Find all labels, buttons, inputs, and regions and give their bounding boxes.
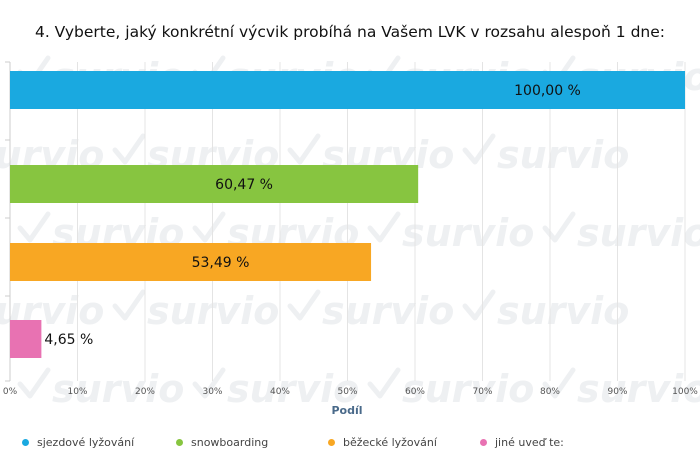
bar-0 bbox=[10, 71, 685, 109]
watermark-text: survio bbox=[402, 367, 534, 411]
x-tick-label: 30% bbox=[202, 387, 222, 397]
x-tick-label: 0% bbox=[3, 387, 18, 397]
watermark-check-icon bbox=[112, 289, 146, 321]
watermark-check-icon bbox=[287, 289, 321, 321]
x-tick-label: 10% bbox=[67, 387, 87, 397]
x-tick-label: 100% bbox=[672, 387, 698, 397]
watermark-check-icon bbox=[192, 367, 226, 399]
legend: sjezdové lyžování snowboarding běžecké lyž… bbox=[0, 436, 700, 456]
legend-label: sjezdové lyžování bbox=[37, 436, 135, 449]
grid-layer bbox=[5, 61, 686, 382]
bar-3 bbox=[10, 320, 42, 358]
watermark-text: survio bbox=[52, 367, 184, 411]
watermark-text: survio bbox=[497, 133, 629, 177]
chart-title: 4. Vyberte, jaký konkrétní výcvik probíh… bbox=[34, 23, 666, 41]
x-axis-title: Podíl bbox=[331, 404, 362, 417]
bar-2 bbox=[10, 243, 372, 281]
legend-label: snowboarding bbox=[191, 436, 269, 449]
bar-value-label-3: 4,65 % bbox=[44, 332, 93, 348]
watermark-check-icon bbox=[462, 289, 496, 321]
bar-value-label-2: 53,49 % bbox=[192, 255, 250, 271]
legend-label: jiné uveď te: bbox=[495, 436, 564, 449]
bars-layer bbox=[10, 71, 685, 358]
legend-dot-icon bbox=[176, 439, 183, 446]
x-tick-label: 80% bbox=[540, 387, 560, 397]
legend-item-0[interactable]: sjezdové lyžování bbox=[22, 436, 134, 449]
x-tick-label: 40% bbox=[270, 387, 290, 397]
watermark-check-icon bbox=[192, 211, 226, 243]
x-tick-label: 60% bbox=[405, 387, 425, 397]
watermark-text: survio bbox=[227, 367, 359, 411]
x-tick-label: 90% bbox=[607, 387, 627, 397]
ticks-layer: 0% 10% 20% 30% 40% 50% 60% 70% 80% 90% 100% bbox=[3, 387, 698, 397]
legend-dot-icon bbox=[22, 439, 29, 446]
watermark-check-icon bbox=[367, 211, 401, 243]
watermark-text: survio bbox=[402, 211, 534, 255]
legend-item-3[interactable]: jiné uveď te: bbox=[480, 436, 564, 449]
watermark-check-icon bbox=[542, 211, 576, 243]
legend-dot-icon bbox=[480, 439, 487, 446]
legend-item-2[interactable]: běžecké lyžování bbox=[328, 436, 437, 449]
watermark-check-icon bbox=[367, 367, 401, 399]
legend-item-1[interactable]: snowboarding bbox=[176, 436, 268, 449]
watermark-text: survio bbox=[147, 289, 279, 333]
watermark-text: survio bbox=[577, 211, 700, 255]
labels-layer: 100,00 % 60,47 % 53,49 % 4,65 % bbox=[44, 83, 580, 348]
legend-dot-icon bbox=[328, 439, 335, 446]
bar-value-label-0: 100,00 % bbox=[514, 83, 581, 99]
x-tick-label: 70% bbox=[472, 387, 492, 397]
x-tick-label: 50% bbox=[337, 387, 357, 397]
watermark-check-icon bbox=[112, 133, 146, 165]
watermark-text: survio bbox=[322, 289, 454, 333]
watermark-check-icon bbox=[17, 367, 51, 399]
legend-label: běžecké lyžování bbox=[343, 436, 437, 449]
x-tick-label: 20% bbox=[135, 387, 155, 397]
watermark-text: survio bbox=[497, 289, 629, 333]
watermark-check-icon bbox=[287, 133, 321, 165]
watermark-check-icon bbox=[17, 211, 51, 243]
bar-value-label-1: 60,47 % bbox=[215, 177, 273, 193]
watermark-check-icon bbox=[462, 133, 496, 165]
watermark-text: survio bbox=[577, 367, 700, 411]
bar-1 bbox=[10, 165, 419, 203]
watermark-check-icon bbox=[542, 367, 576, 399]
